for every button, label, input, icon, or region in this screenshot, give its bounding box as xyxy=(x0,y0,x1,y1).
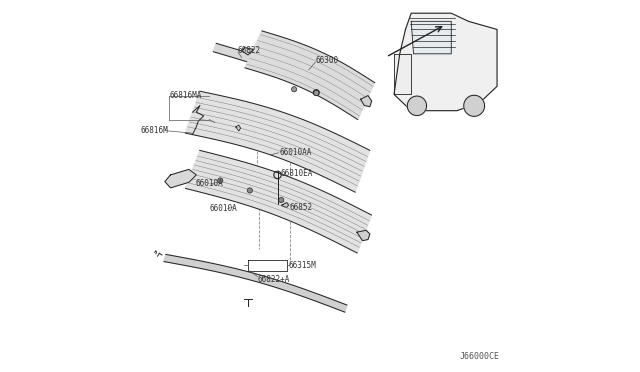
Polygon shape xyxy=(243,48,253,55)
Polygon shape xyxy=(281,203,289,208)
Circle shape xyxy=(314,90,319,96)
Polygon shape xyxy=(360,96,372,107)
Text: 66816MA: 66816MA xyxy=(170,91,202,100)
Polygon shape xyxy=(186,150,371,253)
Text: 66822+A: 66822+A xyxy=(258,275,291,283)
Circle shape xyxy=(278,198,284,203)
Text: J66000CE: J66000CE xyxy=(459,352,499,361)
Text: 66010A: 66010A xyxy=(210,204,237,214)
Polygon shape xyxy=(357,230,370,241)
Polygon shape xyxy=(213,44,367,105)
Text: 66822: 66822 xyxy=(237,46,260,55)
Circle shape xyxy=(292,87,297,92)
Polygon shape xyxy=(245,31,374,119)
Polygon shape xyxy=(186,91,370,192)
Circle shape xyxy=(218,178,223,183)
Text: 66810EA: 66810EA xyxy=(280,169,313,178)
Text: 66010AA: 66010AA xyxy=(280,148,312,157)
Text: 66816M: 66816M xyxy=(141,126,168,135)
Text: 66300: 66300 xyxy=(316,56,339,65)
Polygon shape xyxy=(407,96,426,116)
Polygon shape xyxy=(411,21,451,54)
Text: 66010A: 66010A xyxy=(195,179,223,188)
Polygon shape xyxy=(165,169,196,188)
Text: 66852: 66852 xyxy=(290,202,313,212)
Polygon shape xyxy=(164,254,347,312)
Polygon shape xyxy=(394,54,411,94)
Circle shape xyxy=(247,188,252,193)
Polygon shape xyxy=(464,95,484,116)
Text: 66315M: 66315M xyxy=(289,261,316,270)
Polygon shape xyxy=(394,13,497,111)
